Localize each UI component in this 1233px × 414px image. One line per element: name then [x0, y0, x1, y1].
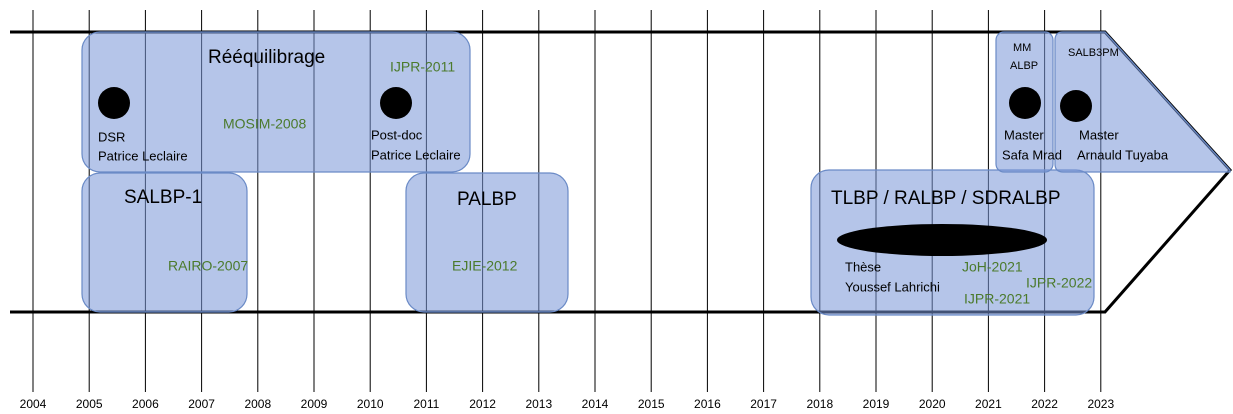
box-title: MM ALBP — [1010, 42, 1038, 72]
publication: IJPR-2022 — [1026, 275, 1092, 291]
year-label: 2007 — [188, 397, 215, 411]
label: Patrice Leclaire — [371, 147, 461, 162]
ellipse — [837, 224, 1047, 256]
year-label: 2011 — [413, 397, 439, 411]
publication: IJPR-2021 — [964, 291, 1030, 307]
label: DSR — [98, 129, 125, 144]
year-label: 2018 — [806, 397, 833, 411]
box-title: TLBP / RALBP / SDRALBP — [831, 188, 1061, 209]
label: Post-doc — [371, 127, 423, 142]
year-label: 2021 — [975, 397, 1002, 411]
year-label: 2017 — [750, 397, 777, 411]
year-label: 2020 — [919, 397, 946, 411]
label: Thèse — [845, 259, 881, 274]
box — [405, 172, 569, 313]
label: Master — [1079, 127, 1119, 142]
title-line: MM — [1013, 42, 1031, 54]
label: Safa Mrad — [1002, 147, 1062, 162]
dot — [1060, 90, 1092, 122]
publication: RAIRO-2007 — [168, 258, 248, 274]
year-label: 2012 — [469, 397, 496, 411]
year-label: 2015 — [638, 397, 665, 411]
year-label: 2004 — [20, 397, 47, 411]
label: Master — [1004, 127, 1044, 142]
year-label: 2023 — [1087, 397, 1114, 411]
dot — [98, 87, 130, 119]
publication: JoH-2021 — [962, 259, 1023, 275]
title-line: ALBP — [1010, 60, 1038, 72]
box-title: SALB3PM — [1068, 47, 1119, 59]
year-label: 2010 — [357, 397, 384, 411]
box-title: Rééquilibrage — [208, 47, 325, 68]
year-label: 2009 — [301, 397, 328, 411]
year-label: 2019 — [863, 397, 890, 411]
publication: IJPR-2011 — [390, 59, 455, 75]
label: Youssef Lahrichi — [845, 279, 940, 294]
year-label: 2006 — [132, 397, 159, 411]
box-title: SALBP-1 — [124, 187, 202, 208]
publication: EJIE-2012 — [452, 258, 518, 274]
year-label: 2016 — [694, 397, 721, 411]
dot — [1009, 87, 1041, 119]
box — [1054, 31, 1231, 173]
dot — [380, 87, 412, 119]
box — [81, 31, 471, 173]
year-label: 2022 — [1031, 397, 1058, 411]
box-title: PALBP — [457, 189, 517, 210]
label: Patrice Leclaire — [98, 148, 188, 163]
label: Arnauld Tuyaba — [1077, 147, 1169, 162]
year-label: 2008 — [244, 397, 271, 411]
year-label: 2005 — [76, 397, 103, 411]
box — [81, 172, 248, 313]
year-label: 2013 — [525, 397, 552, 411]
year-label: 2014 — [582, 397, 609, 411]
publication: MOSIM-2008 — [223, 116, 306, 132]
